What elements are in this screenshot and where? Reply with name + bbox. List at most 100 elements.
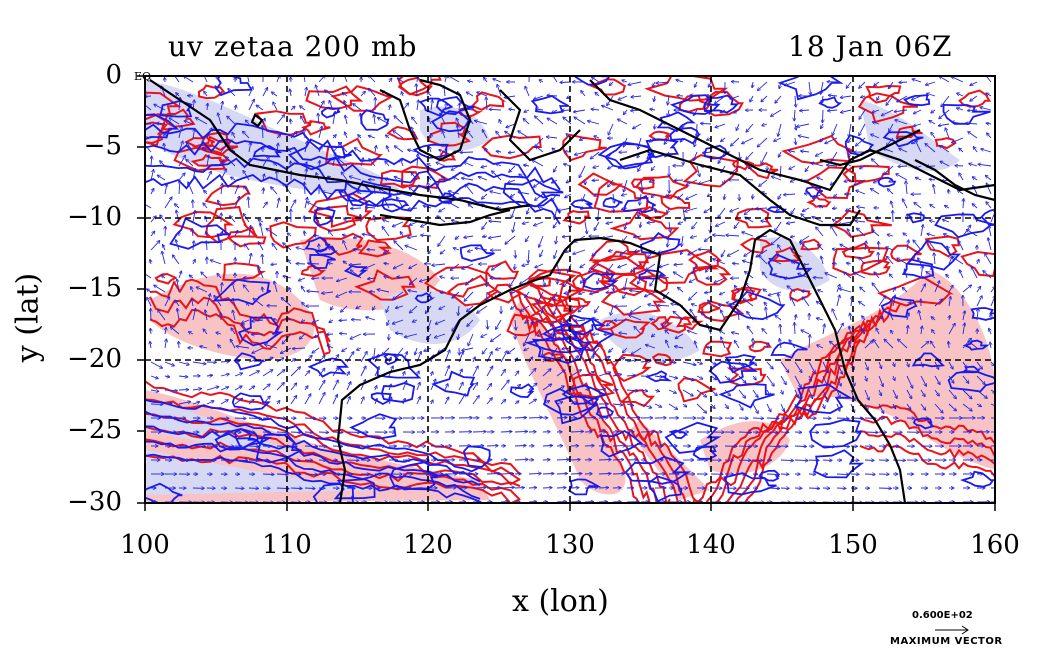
wind-vector xyxy=(145,103,152,111)
wind-vector xyxy=(579,292,586,294)
wind-vector xyxy=(574,117,586,125)
wind-vector xyxy=(234,460,247,461)
wind-vector xyxy=(766,488,779,489)
wind-vector xyxy=(178,376,187,377)
negative-contour xyxy=(901,258,935,279)
wind-vector xyxy=(337,158,348,167)
wind-vector xyxy=(988,238,992,251)
wind-vector xyxy=(177,309,180,321)
wind-vector xyxy=(825,137,838,143)
wind-vector xyxy=(794,109,795,120)
negative-contour xyxy=(307,357,349,378)
wind-vector xyxy=(271,187,278,195)
x-tick-label: 110 xyxy=(262,530,312,560)
wind-vector xyxy=(836,295,840,307)
wind-vector xyxy=(977,260,979,265)
wind-vector xyxy=(305,162,307,167)
wind-vector xyxy=(716,221,726,226)
wind-vector xyxy=(974,216,978,223)
wind-vector xyxy=(678,288,684,293)
wind-vector xyxy=(823,403,825,408)
wind-vector xyxy=(369,89,376,97)
y-tick-label: 0 xyxy=(105,60,122,90)
wind-vector xyxy=(952,77,964,83)
wind-vector xyxy=(580,138,586,140)
wind-vector xyxy=(930,221,936,223)
positive-contour xyxy=(677,377,716,403)
wind-vector xyxy=(262,474,274,475)
wind-vector xyxy=(593,318,600,320)
wind-vector xyxy=(234,197,239,209)
negative-contour xyxy=(912,417,935,430)
wind-vector xyxy=(930,121,936,125)
wind-vector xyxy=(486,367,493,377)
negative-contour xyxy=(502,178,564,208)
wind-vector xyxy=(305,169,307,181)
wind-vector xyxy=(302,320,306,322)
positive-contour xyxy=(860,259,891,276)
wind-vector xyxy=(655,207,656,212)
wind-vector xyxy=(193,260,195,265)
wind-vector xyxy=(536,146,544,153)
negative-contour xyxy=(543,387,599,416)
negative-contour xyxy=(320,106,341,119)
wind-vector xyxy=(429,147,431,153)
wind-vector xyxy=(417,100,418,111)
wind-vector xyxy=(709,81,712,87)
wind-vector xyxy=(304,356,312,363)
positive-contour xyxy=(427,121,472,147)
wind-vector xyxy=(862,316,866,321)
wind-vector xyxy=(389,79,392,83)
wind-vector xyxy=(472,366,478,377)
x-tick-label: 140 xyxy=(686,530,736,560)
wind-vector xyxy=(308,263,320,264)
wind-vector xyxy=(160,161,166,167)
wind-vector xyxy=(694,109,698,115)
wind-vector xyxy=(346,397,350,405)
wind-vector xyxy=(762,192,768,194)
wind-vector xyxy=(719,305,726,306)
positive-contour xyxy=(527,268,587,299)
wind-vector xyxy=(336,291,348,297)
x-tick-label: 130 xyxy=(545,530,595,560)
wind-vector xyxy=(262,126,263,139)
wind-vector xyxy=(218,201,222,209)
wind-vector xyxy=(903,199,908,209)
wind-vector xyxy=(840,245,852,251)
wind-vector xyxy=(625,221,628,229)
wind-vector xyxy=(653,81,656,87)
wind-vector xyxy=(442,177,446,181)
wind-vector xyxy=(940,162,950,167)
wind-vector xyxy=(685,207,698,211)
wind-vector xyxy=(972,267,978,279)
wind-vector xyxy=(780,325,781,335)
positive-contour xyxy=(734,207,773,229)
wind-vector xyxy=(674,264,684,265)
wind-vector xyxy=(164,197,172,209)
wind-vector xyxy=(668,109,669,116)
wind-vector xyxy=(211,260,222,265)
negative-contour xyxy=(804,186,824,198)
wind-vector xyxy=(916,178,922,181)
negative-contour xyxy=(215,76,253,97)
wind-vector xyxy=(536,109,544,110)
wind-vector xyxy=(343,235,348,236)
wind-vector xyxy=(373,305,375,310)
wind-vector xyxy=(775,95,782,103)
wind-vector xyxy=(206,401,214,405)
wind-vector xyxy=(274,282,278,293)
wind-vector xyxy=(521,305,530,311)
wind-vector xyxy=(332,381,338,391)
wind-vector xyxy=(410,221,418,225)
wind-vector xyxy=(581,277,586,283)
wind-vector xyxy=(365,263,376,268)
wind-vector xyxy=(898,166,908,167)
wind-vector xyxy=(771,235,782,245)
wind-vector xyxy=(417,155,418,167)
wind-vector xyxy=(444,366,449,377)
wind-vector xyxy=(871,134,880,139)
wind-vector xyxy=(505,235,516,244)
wind-vector xyxy=(329,320,334,322)
wind-vector xyxy=(705,207,712,212)
wind-vector xyxy=(761,221,768,222)
